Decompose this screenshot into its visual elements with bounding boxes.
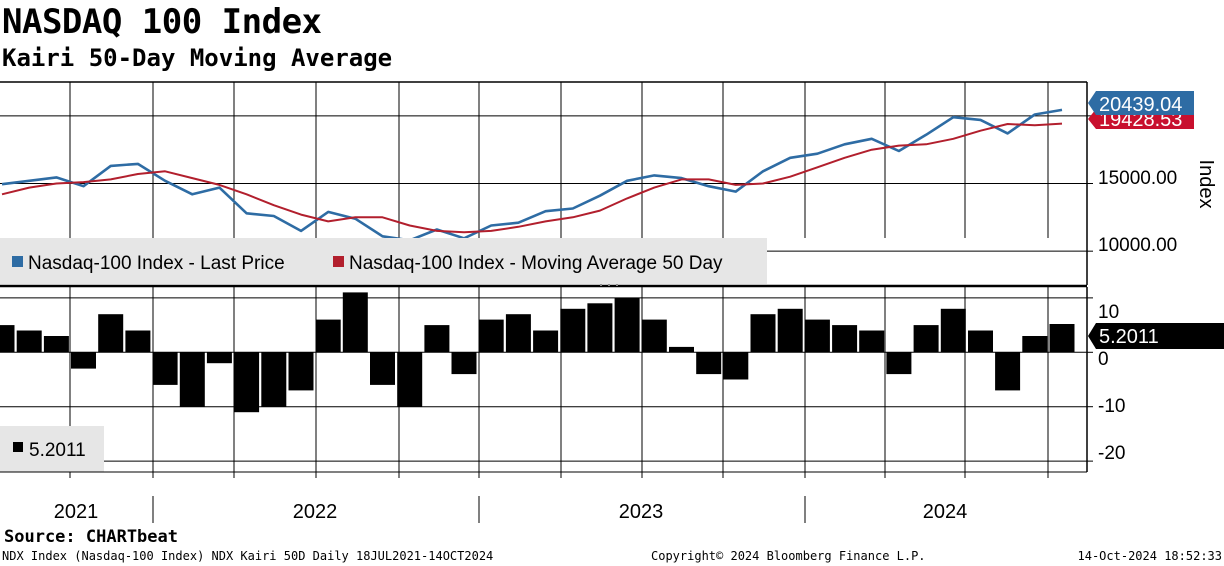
y-tick-0: 0 xyxy=(1098,349,1109,370)
kairi-bar xyxy=(451,352,477,375)
kairi-bar xyxy=(424,325,450,353)
kairi-bar xyxy=(614,297,640,353)
divider-grip xyxy=(600,284,618,286)
footer-copyright: Copyright© 2024 Bloomberg Finance L.P. xyxy=(651,549,926,563)
footer-description: NDX Index (Nasdaq-100 Index) NDX Kairi 5… xyxy=(2,549,494,563)
kairi-bar xyxy=(750,314,776,353)
kairi-bar xyxy=(913,325,939,353)
kairi-bar xyxy=(98,314,124,353)
kairi-bar xyxy=(804,319,830,353)
legend-swatch-last-price xyxy=(12,256,23,267)
kairi-bar xyxy=(478,319,504,353)
flag-last-price xyxy=(1088,91,1194,115)
y-tick-15000: 15000.00 xyxy=(1098,168,1177,189)
kairi-bar xyxy=(696,352,722,375)
kairi-bar xyxy=(16,330,42,353)
chart-subtitle: Kairi 50-Day Moving Average xyxy=(2,44,393,72)
series-line-moving-average xyxy=(1,122,1063,234)
kairi-bar xyxy=(370,352,395,385)
price-grid xyxy=(0,82,1093,252)
y-tick-10: 10 xyxy=(1098,302,1119,323)
kairi-bar xyxy=(1049,324,1075,353)
y-axis-label: Index xyxy=(1195,160,1217,209)
kairi-bar xyxy=(397,352,423,407)
y-tick-minus-10: -10 xyxy=(1098,396,1125,417)
kairi-bar xyxy=(206,352,232,364)
flag-kairi-value: 5.2011 xyxy=(1099,326,1159,348)
legend-swatch-kairi xyxy=(13,442,23,452)
kairi-bar xyxy=(152,352,178,385)
kairi-bar xyxy=(288,352,314,391)
kairi-bar xyxy=(179,352,205,407)
price-lines xyxy=(1,108,1063,242)
y-tick-minus-20: -20 xyxy=(1098,443,1125,464)
legend-swatch-moving-average xyxy=(333,256,344,267)
kairi-bar xyxy=(1022,336,1048,353)
kairi-bar xyxy=(125,330,151,353)
kairi-bar xyxy=(533,330,559,353)
y-tick-10000: 10000.00 xyxy=(1098,235,1177,256)
x-axis-ticks xyxy=(69,472,1049,523)
x-label-2023: 2023 xyxy=(619,501,664,523)
flag-last-price-value: 20439.04 xyxy=(1099,94,1182,116)
kairi-bar xyxy=(0,325,15,353)
legend-label-last-price: Nasdaq-100 Index - Last Price xyxy=(28,253,285,274)
kairi-bar xyxy=(859,330,885,353)
kairi-bar xyxy=(234,352,260,413)
legend-label-kairi: 5.2011 xyxy=(29,440,86,461)
kairi-bar xyxy=(261,352,287,407)
flag-kairi xyxy=(1088,323,1224,349)
kairi-bar xyxy=(342,292,368,353)
kairi-bar xyxy=(560,308,586,353)
x-axis: 2021 2022 2023 2024 xyxy=(0,471,1087,523)
kairi-grid xyxy=(0,287,1093,472)
kairi-bar xyxy=(43,336,69,353)
kairi-bar xyxy=(832,325,858,353)
x-label-2021: 2021 xyxy=(54,501,99,523)
kairi-bar xyxy=(940,308,966,353)
kairi-bar xyxy=(587,303,613,353)
kairi-bar xyxy=(669,346,694,353)
kairi-bar xyxy=(641,319,667,353)
kairi-panel: 10 0 -10 -20 5.2011 5.2011 xyxy=(0,287,1224,472)
price-legend-box xyxy=(0,238,767,284)
kairi-bar xyxy=(886,352,912,375)
kairi-bars xyxy=(0,292,1075,413)
chart-title: NASDAQ 100 Index xyxy=(2,2,322,42)
kairi-bar xyxy=(968,330,993,353)
x-label-2022: 2022 xyxy=(293,501,338,523)
x-label-2024: 2024 xyxy=(923,501,968,523)
kairi-bar xyxy=(505,314,531,353)
kairi-bar xyxy=(777,308,803,353)
source-note: Source: CHARTbeat xyxy=(4,527,178,547)
footer-timestamp: 14-Oct-2024 18:52:33 xyxy=(1077,549,1223,563)
legend-label-moving-average: Nasdaq-100 Index - Moving Average 50 Day xyxy=(349,253,723,274)
kairi-bar xyxy=(315,319,341,353)
price-panel: 15000.00 10000.00 Index Nasdaq-100 Index… xyxy=(0,81,1217,285)
kairi-bar xyxy=(71,352,96,369)
kairi-bar xyxy=(723,352,749,380)
kairi-bar xyxy=(995,352,1021,391)
series-line-last-price xyxy=(1,108,1063,242)
